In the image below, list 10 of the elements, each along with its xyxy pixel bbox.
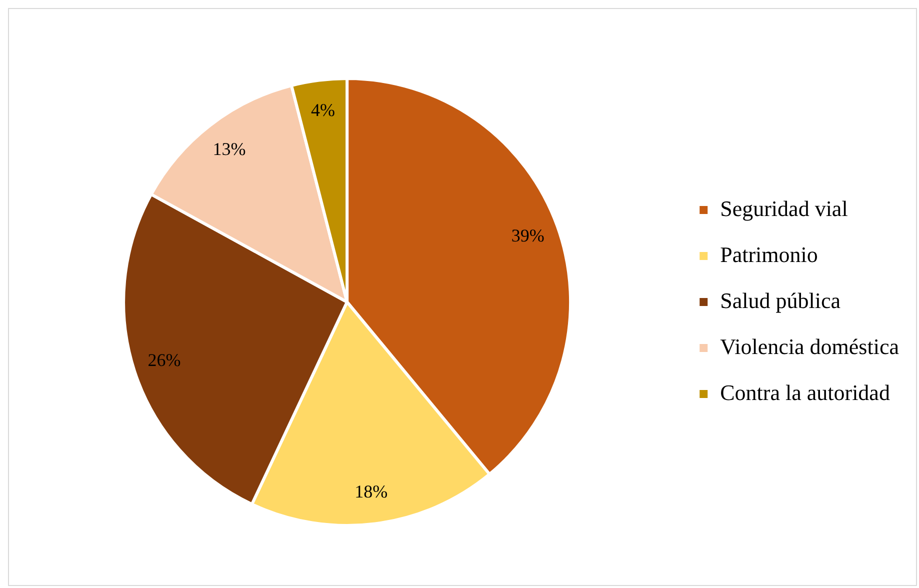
data-label: 4% — [310, 100, 335, 120]
legend-label: Violencia doméstica — [720, 334, 900, 359]
legend-label: Salud pública — [720, 288, 841, 313]
data-label: 39% — [511, 226, 544, 246]
data-label: 13% — [212, 138, 246, 159]
legend-label: Patrimonio — [720, 242, 818, 267]
legend-label: Contra la autoridad — [720, 380, 890, 405]
legend-label: Seguridad vial — [720, 196, 848, 221]
data-label: 18% — [354, 481, 388, 502]
data-label: 26% — [148, 350, 181, 370]
